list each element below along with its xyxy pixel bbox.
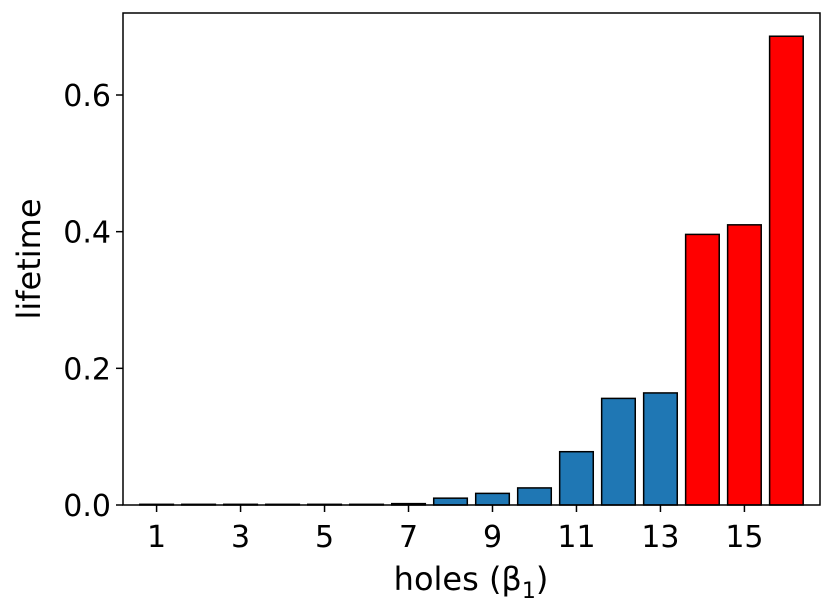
x-axis-ticks: 1 3 5 7 9 11 13 15 (147, 505, 764, 555)
x-tick-label: 5 (315, 520, 334, 555)
x-tick-label: 13 (641, 520, 679, 555)
y-tick-label: 0.6 (63, 79, 111, 114)
plot-frame (122, 12, 821, 506)
bar-14 (684, 233, 720, 506)
bar-12 (600, 397, 637, 506)
bar-15 (726, 224, 762, 506)
x-axis-label-main: holes (β (394, 560, 522, 598)
bar-11 (558, 450, 595, 506)
x-tick-label: 9 (483, 520, 502, 555)
x-tick-label: 11 (557, 520, 595, 555)
bars-group (139, 35, 804, 506)
x-tick-label: 15 (725, 520, 763, 555)
bar-9 (474, 492, 511, 506)
y-tick-label: 0.4 (63, 216, 111, 251)
y-axis-ticks: 0.0 0.2 0.4 0.6 (63, 79, 123, 524)
bar-10 (516, 487, 553, 506)
bar-8 (432, 497, 469, 506)
y-tick-label: 0.2 (63, 352, 111, 387)
y-axis-label: lifetime (10, 198, 48, 319)
x-axis-label: holes (β1) (394, 560, 549, 604)
x-tick-label: 3 (231, 520, 250, 555)
bar-13 (642, 392, 678, 506)
x-axis-label-close: ) (536, 560, 548, 598)
bar-16 (768, 35, 804, 506)
x-tick-label: 7 (399, 520, 418, 555)
y-tick-label: 0.0 (63, 489, 111, 524)
x-axis-label-subscript: 1 (522, 579, 536, 604)
x-tick-label: 1 (147, 520, 166, 555)
